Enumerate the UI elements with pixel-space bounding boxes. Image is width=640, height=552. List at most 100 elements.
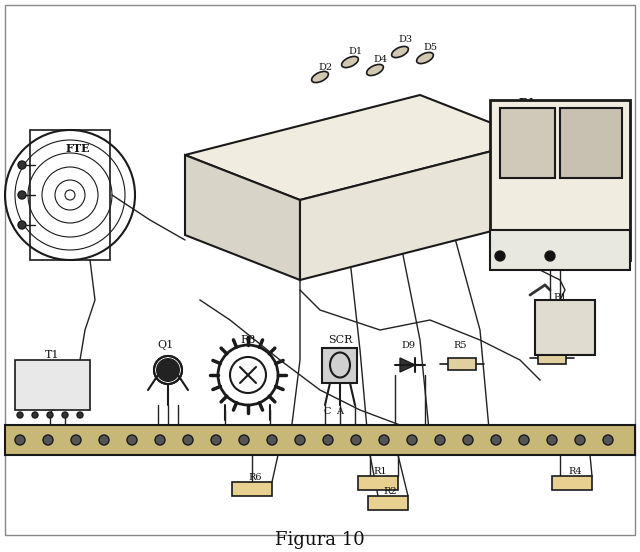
- Text: P5: P5: [344, 152, 356, 162]
- Text: P1: P1: [239, 173, 252, 183]
- Bar: [368, 496, 408, 510]
- Circle shape: [463, 435, 473, 445]
- Text: R2: R2: [383, 487, 397, 496]
- Text: SCR: SCR: [328, 335, 352, 345]
- Text: (2): (2): [403, 185, 417, 194]
- Text: R3: R3: [543, 336, 557, 344]
- Circle shape: [603, 435, 613, 445]
- Circle shape: [267, 435, 277, 445]
- Ellipse shape: [367, 65, 383, 76]
- Polygon shape: [185, 155, 300, 280]
- Text: B1: B1: [518, 98, 536, 109]
- Bar: [232, 482, 272, 496]
- Text: D6: D6: [221, 204, 235, 213]
- Text: R1: R1: [373, 468, 387, 476]
- Text: T1: T1: [45, 350, 60, 360]
- Circle shape: [43, 435, 53, 445]
- Text: (+): (+): [548, 253, 564, 263]
- Circle shape: [17, 412, 23, 418]
- Circle shape: [239, 435, 249, 445]
- Text: D2: D2: [318, 62, 332, 72]
- Text: R5: R5: [453, 341, 467, 349]
- Circle shape: [183, 435, 193, 445]
- Text: (-): (-): [500, 253, 511, 263]
- Text: +: +: [551, 163, 563, 177]
- Bar: [30, 130, 110, 260]
- Text: FTE: FTE: [66, 142, 90, 153]
- Text: D9: D9: [401, 341, 415, 349]
- Circle shape: [99, 435, 109, 445]
- Text: VERMELHO: VERMELHO: [550, 238, 602, 246]
- Text: (3): (3): [443, 171, 457, 179]
- Text: /: /: [515, 126, 525, 153]
- Text: (5): (5): [283, 231, 297, 240]
- Text: (6): (6): [343, 220, 357, 230]
- Bar: [15, 360, 90, 410]
- Circle shape: [211, 435, 221, 445]
- Text: D5: D5: [208, 236, 222, 245]
- Bar: [358, 476, 398, 490]
- Text: R4: R4: [568, 468, 582, 476]
- Bar: [552, 476, 592, 490]
- Circle shape: [435, 435, 445, 445]
- Circle shape: [323, 435, 333, 445]
- Text: D5: D5: [423, 44, 437, 52]
- Text: A: A: [337, 407, 344, 417]
- Bar: [322, 348, 357, 383]
- Circle shape: [379, 435, 389, 445]
- Circle shape: [18, 191, 26, 199]
- Circle shape: [407, 435, 417, 445]
- Text: R8: R8: [240, 335, 256, 345]
- Bar: [500, 108, 555, 178]
- Circle shape: [18, 221, 26, 229]
- Bar: [560, 108, 622, 178]
- Circle shape: [491, 435, 501, 445]
- Bar: [490, 230, 630, 270]
- Circle shape: [47, 412, 53, 418]
- Circle shape: [62, 412, 68, 418]
- Text: P4: P4: [316, 158, 328, 167]
- Text: D8: D8: [251, 195, 265, 204]
- Text: D4: D4: [373, 56, 387, 65]
- Circle shape: [351, 435, 361, 445]
- Text: D7: D7: [253, 243, 267, 252]
- Text: B1: B1: [553, 293, 567, 301]
- Bar: [448, 358, 476, 370]
- Circle shape: [18, 161, 26, 169]
- Text: PRETO: PRETO: [502, 237, 538, 247]
- Text: /: /: [570, 136, 580, 163]
- Circle shape: [495, 251, 505, 261]
- Polygon shape: [400, 358, 415, 372]
- Polygon shape: [300, 140, 535, 280]
- Ellipse shape: [156, 358, 180, 382]
- Text: P2: P2: [264, 167, 276, 177]
- Circle shape: [77, 412, 83, 418]
- Text: Q1: Q1: [157, 340, 173, 350]
- Bar: [5, 425, 635, 455]
- Bar: [490, 100, 630, 260]
- Circle shape: [71, 435, 81, 445]
- Ellipse shape: [417, 52, 433, 63]
- Bar: [538, 352, 566, 364]
- Polygon shape: [185, 95, 535, 200]
- Circle shape: [15, 435, 25, 445]
- Text: (4): (4): [463, 146, 477, 155]
- Ellipse shape: [312, 71, 328, 83]
- Circle shape: [547, 435, 557, 445]
- Ellipse shape: [392, 46, 408, 57]
- Ellipse shape: [342, 56, 358, 67]
- Text: D3: D3: [398, 35, 412, 45]
- Text: C: C: [323, 407, 331, 417]
- Circle shape: [155, 435, 165, 445]
- Text: D1: D1: [348, 47, 362, 56]
- Circle shape: [32, 412, 38, 418]
- Bar: [535, 300, 595, 355]
- Circle shape: [127, 435, 137, 445]
- Circle shape: [575, 435, 585, 445]
- Text: (1): (1): [208, 181, 222, 189]
- Circle shape: [545, 251, 555, 261]
- Text: R6: R6: [248, 474, 262, 482]
- Circle shape: [519, 435, 529, 445]
- Text: P3: P3: [289, 163, 301, 172]
- Text: Figura 10: Figura 10: [275, 531, 365, 549]
